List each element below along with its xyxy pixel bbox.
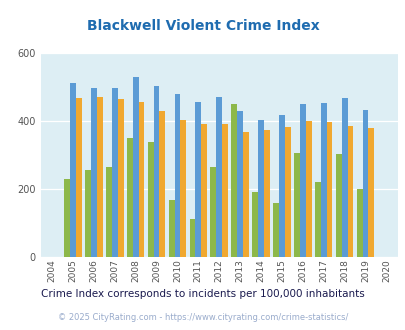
Bar xyxy=(293,153,299,257)
Bar xyxy=(273,203,278,257)
Bar xyxy=(314,182,320,257)
Bar xyxy=(210,167,216,257)
Bar xyxy=(258,120,263,257)
Bar xyxy=(362,110,367,257)
Bar xyxy=(299,104,305,257)
Bar xyxy=(252,192,258,257)
Bar xyxy=(367,128,373,257)
Bar xyxy=(106,167,111,257)
Bar xyxy=(64,179,70,257)
Bar xyxy=(168,200,174,257)
Bar xyxy=(195,102,201,257)
Text: Blackwell Violent Crime Index: Blackwell Violent Crime Index xyxy=(86,19,319,33)
Bar xyxy=(222,124,228,257)
Legend: Blackwell, Oklahoma, National: Blackwell, Oklahoma, National xyxy=(77,328,361,330)
Bar xyxy=(347,126,352,257)
Bar xyxy=(320,103,326,257)
Bar xyxy=(76,98,81,257)
Bar xyxy=(147,142,153,257)
Bar xyxy=(305,121,311,257)
Bar xyxy=(117,99,123,257)
Bar xyxy=(174,94,180,257)
Bar xyxy=(180,120,186,257)
Bar xyxy=(111,88,117,257)
Bar xyxy=(201,124,207,257)
Bar xyxy=(159,111,165,257)
Bar xyxy=(153,86,159,257)
Bar xyxy=(91,87,96,257)
Bar xyxy=(243,132,248,257)
Bar xyxy=(335,154,341,257)
Bar xyxy=(356,189,362,257)
Bar xyxy=(132,77,138,257)
Bar xyxy=(216,97,222,257)
Bar xyxy=(127,138,132,257)
Bar xyxy=(138,102,144,257)
Bar xyxy=(85,170,91,257)
Text: Crime Index corresponds to incidents per 100,000 inhabitants: Crime Index corresponds to incidents per… xyxy=(41,289,364,299)
Bar xyxy=(326,122,332,257)
Bar xyxy=(70,83,76,257)
Bar xyxy=(284,127,290,257)
Bar xyxy=(231,104,237,257)
Bar xyxy=(278,115,284,257)
Bar xyxy=(96,97,102,257)
Bar xyxy=(263,129,269,257)
Text: © 2025 CityRating.com - https://www.cityrating.com/crime-statistics/: © 2025 CityRating.com - https://www.city… xyxy=(58,313,347,322)
Bar xyxy=(189,219,195,257)
Bar xyxy=(341,98,347,257)
Bar xyxy=(237,111,243,257)
